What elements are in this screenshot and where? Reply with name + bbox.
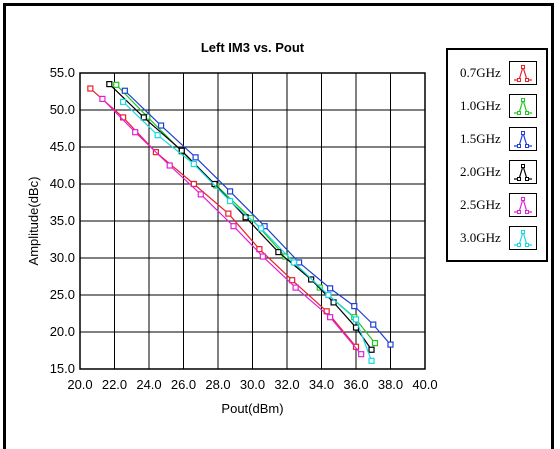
data-point	[154, 132, 161, 139]
legend: 0.7GHz 1.0GHz 1.5GHz 2.0GHz 2.5GHz 3.0GHz	[446, 48, 548, 262]
legend-swatch	[509, 193, 537, 217]
y-tick-label: 35.0	[50, 213, 75, 228]
data-point	[368, 357, 375, 364]
data-point	[166, 162, 173, 169]
data-point	[351, 303, 358, 310]
y-tick-label: 45.0	[50, 139, 75, 154]
data-point	[352, 324, 360, 331]
legend-label: 1.0GHz	[460, 98, 501, 113]
x-tick-label: 34.0	[309, 377, 334, 392]
legend-label: 3.0GHz	[460, 230, 501, 245]
data-point	[99, 95, 106, 103]
data-point	[192, 154, 199, 161]
data-point	[157, 122, 165, 129]
data-point	[87, 85, 94, 92]
data-point	[225, 210, 232, 217]
y-tick-label: 55.0	[50, 65, 75, 80]
x-tick-label: 32.0	[274, 377, 299, 392]
chart-title: Left IM3 vs. Pout	[201, 40, 305, 55]
x-tick-label: 24.0	[136, 377, 161, 392]
legend-label: 2.5GHz	[460, 197, 501, 212]
data-point	[211, 180, 218, 188]
data-point	[106, 80, 113, 88]
x-tick-label: 20.0	[67, 377, 92, 392]
data-point	[197, 191, 204, 198]
data-point	[226, 188, 234, 195]
y-tick-label: 25.0	[50, 287, 75, 302]
y-axis-label: Amplitude(dBc)	[26, 177, 41, 266]
data-point	[113, 81, 120, 88]
data-point	[327, 314, 334, 321]
x-tick-label: 22.0	[102, 377, 127, 392]
legend-swatch	[509, 127, 537, 151]
y-tick-label: 50.0	[50, 102, 75, 117]
x-tick-label: 40.0	[412, 377, 437, 392]
legend-item: 3.0GHz	[448, 223, 546, 257]
legend-item: 2.5GHz	[448, 190, 546, 224]
data-point	[120, 98, 127, 105]
chart-frame	[3, 3, 554, 449]
data-point	[258, 225, 265, 232]
data-point	[190, 180, 197, 188]
legend-label: 1.5GHz	[460, 131, 501, 146]
data-point	[352, 343, 360, 350]
data-point	[290, 259, 297, 266]
legend-item: 2.0GHz	[448, 157, 546, 191]
data-point	[370, 321, 377, 328]
plot-border	[79, 72, 426, 370]
series-line-1.5GHz	[124, 90, 391, 345]
y-tick-label: 20.0	[50, 324, 75, 339]
legend-swatch	[509, 94, 537, 118]
series-line-2.0GHz	[108, 83, 373, 351]
x-tick-label: 28.0	[205, 377, 230, 392]
data-point	[289, 277, 296, 284]
legend-item: 1.0GHz	[448, 91, 546, 125]
x-tick-label: 36.0	[343, 377, 368, 392]
x-tick-label: 30.0	[240, 377, 265, 392]
data-point	[327, 285, 334, 292]
data-point	[352, 316, 360, 323]
y-tick-label: 15.0	[50, 361, 75, 376]
legend-item: 0.7GHz	[448, 58, 546, 92]
legend-swatch	[509, 160, 537, 184]
data-point	[368, 346, 375, 353]
data-point	[387, 341, 394, 348]
data-point	[190, 160, 197, 168]
y-tick-label: 30.0	[50, 250, 75, 265]
data-point	[292, 284, 299, 291]
data-point	[371, 340, 379, 347]
y-tick-label: 40.0	[50, 176, 75, 191]
x-tick-label: 38.0	[378, 377, 403, 392]
x-axis-label: Pout(dBm)	[221, 401, 283, 416]
legend-label: 0.7GHz	[460, 65, 501, 80]
data-point	[295, 259, 303, 266]
data-point	[140, 114, 147, 121]
legend-item: 1.5GHz	[448, 124, 546, 158]
data-point	[259, 253, 266, 260]
data-point	[256, 246, 263, 253]
legend-swatch	[509, 61, 537, 85]
legend-label: 2.0GHz	[460, 164, 501, 179]
data-point	[325, 291, 332, 299]
data-point	[178, 147, 185, 154]
legend-swatch	[509, 226, 537, 250]
data-point	[121, 87, 128, 94]
x-tick-label: 26.0	[171, 377, 196, 392]
data-point	[275, 248, 282, 256]
data-point	[358, 351, 365, 358]
data-point	[226, 197, 234, 205]
data-point	[230, 223, 237, 230]
data-point	[132, 129, 139, 136]
